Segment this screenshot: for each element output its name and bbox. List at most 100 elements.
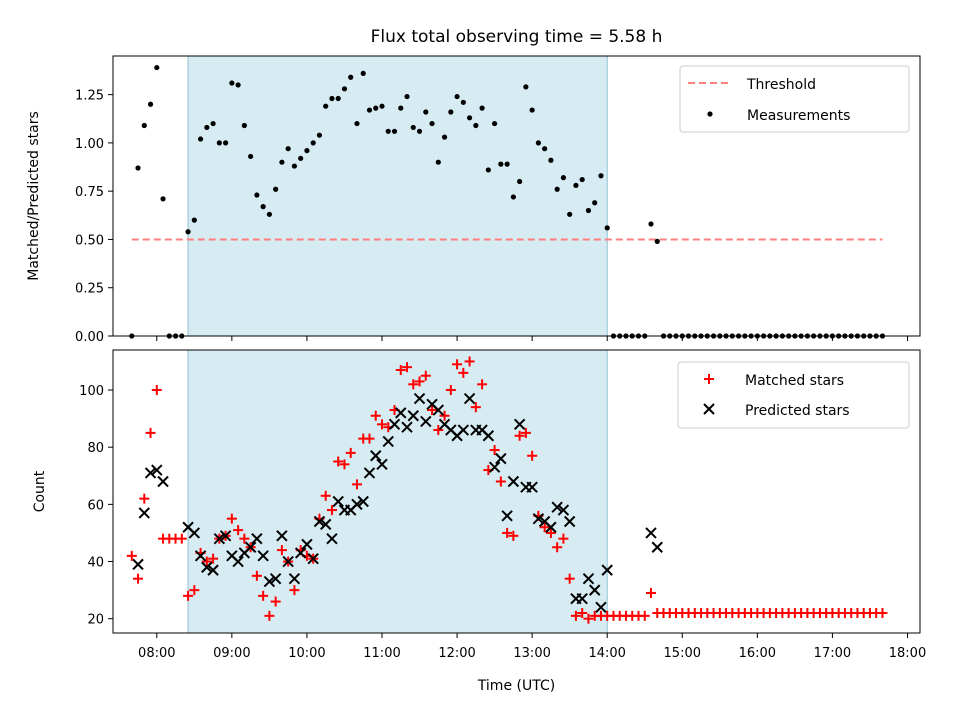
matched-star-point bbox=[264, 610, 275, 621]
measurement-point bbox=[185, 229, 191, 235]
predicted-star-point bbox=[151, 464, 163, 476]
measurement-point bbox=[304, 148, 310, 154]
x-tick-label: 14:00 bbox=[588, 646, 625, 661]
x-marker-b bbox=[445, 424, 457, 436]
x-marker-b bbox=[651, 541, 663, 553]
measurement-point bbox=[279, 159, 285, 165]
x-marker-b bbox=[269, 572, 282, 585]
predicted-star-point bbox=[413, 392, 426, 405]
x-tick-label: 17:00 bbox=[814, 646, 851, 661]
matched-star-point bbox=[489, 445, 500, 456]
predicted-star-point bbox=[207, 564, 219, 576]
x-marker-b bbox=[288, 572, 301, 585]
measurement-point bbox=[648, 221, 654, 227]
matched-star-point bbox=[333, 456, 344, 467]
measurement-point bbox=[260, 204, 266, 210]
measurement-point bbox=[498, 161, 504, 167]
bottom-panel: 20 40 60 80 100 08:00 09:00 10:00 11:00 12:00 13:0… bbox=[32, 349, 926, 694]
x-marker-b bbox=[244, 541, 257, 553]
matched-star-point bbox=[364, 433, 375, 444]
x-marker-b bbox=[476, 424, 488, 436]
measurement-point bbox=[479, 105, 485, 111]
matched-star-point bbox=[351, 479, 362, 490]
measurement-point bbox=[147, 101, 154, 107]
matched-star-point bbox=[539, 522, 550, 533]
measurement-point bbox=[235, 82, 241, 88]
matched-star-point bbox=[577, 607, 588, 618]
measurement-point bbox=[335, 95, 341, 102]
measurement-point bbox=[141, 122, 147, 129]
legend-plus-marker bbox=[704, 374, 714, 384]
bottom-legend-box bbox=[677, 361, 910, 429]
matched-star-point bbox=[477, 379, 488, 390]
predicted-star-point bbox=[307, 552, 319, 565]
x-marker-b bbox=[582, 572, 595, 585]
measurement-point bbox=[398, 105, 404, 111]
x-marker-b bbox=[319, 518, 332, 531]
legend-threshold-label: Threshold bbox=[746, 77, 816, 93]
measurement-point bbox=[460, 99, 466, 105]
matched-star-point bbox=[420, 370, 431, 381]
measurement-point bbox=[423, 109, 429, 115]
bottom-y-tick-label: 60 bbox=[87, 498, 104, 513]
matched-star-point bbox=[345, 447, 356, 458]
bottom-y-tick-label: 20 bbox=[87, 613, 104, 628]
measurement-point bbox=[248, 153, 254, 160]
predicted-star-point bbox=[501, 510, 513, 522]
x-tick-label: 18:00 bbox=[889, 646, 926, 661]
matched-star-point bbox=[151, 385, 162, 396]
predicted-star-point bbox=[232, 555, 244, 568]
matched-star-point bbox=[414, 376, 425, 387]
measurement-point bbox=[360, 70, 366, 76]
matched-star-point bbox=[326, 505, 337, 516]
matched-star-point bbox=[552, 542, 563, 553]
predicted-star-point bbox=[420, 415, 432, 428]
measurement-point bbox=[323, 103, 329, 109]
matched-star-point bbox=[583, 613, 594, 624]
predicted-star-point bbox=[319, 518, 332, 531]
predicted-star-point bbox=[257, 550, 269, 562]
x-marker-b bbox=[382, 435, 394, 448]
predicted-star-point bbox=[551, 501, 563, 513]
x-marker-b bbox=[432, 404, 445, 416]
measurement-point bbox=[404, 93, 410, 100]
legend-predicted-swatch bbox=[703, 403, 715, 415]
measurement-point bbox=[210, 120, 216, 127]
matched-star-point bbox=[258, 590, 269, 601]
matched-star-point bbox=[239, 533, 250, 544]
matched-star-point bbox=[570, 610, 581, 621]
measurement-point bbox=[598, 173, 604, 179]
matched-star-point bbox=[646, 587, 656, 598]
x-marker-b bbox=[488, 461, 501, 473]
x-marker-b bbox=[457, 424, 470, 436]
x-marker-b bbox=[482, 430, 495, 442]
predicted-star-point bbox=[407, 410, 419, 422]
measurement-point bbox=[654, 238, 660, 244]
predicted-star-point bbox=[401, 421, 413, 433]
matched-star-point bbox=[464, 356, 475, 367]
measurement-point bbox=[416, 128, 423, 134]
measurement-point bbox=[160, 196, 166, 202]
matched-star-point bbox=[370, 410, 381, 421]
measurement-point bbox=[579, 176, 585, 183]
matched-star-point bbox=[189, 585, 200, 596]
bottom-y-axis-label: Count bbox=[32, 470, 48, 512]
x-marker-b bbox=[703, 403, 715, 415]
top-y-tick-label: 0.75 bbox=[75, 185, 104, 200]
measurement-point bbox=[204, 124, 210, 131]
predicted-star-point bbox=[557, 504, 570, 516]
legend-predicted-label: Predicted stars bbox=[745, 403, 850, 419]
predicted-star-point bbox=[213, 532, 226, 545]
x-marker-b bbox=[526, 481, 538, 493]
predicted-star-point bbox=[326, 532, 338, 545]
predicted-star-point bbox=[132, 558, 144, 571]
predicted-star-point bbox=[482, 430, 495, 442]
predicted-star-point bbox=[545, 521, 557, 533]
x-marker-b bbox=[301, 538, 313, 551]
x-marker-b bbox=[513, 418, 526, 431]
top-y-tick-label: 0.25 bbox=[75, 282, 104, 297]
matched-star-point bbox=[564, 573, 575, 584]
x-marker-b bbox=[182, 521, 194, 533]
bottom-legend: Matched stars Predicted stars bbox=[677, 361, 910, 429]
x-marker-b bbox=[551, 501, 563, 513]
